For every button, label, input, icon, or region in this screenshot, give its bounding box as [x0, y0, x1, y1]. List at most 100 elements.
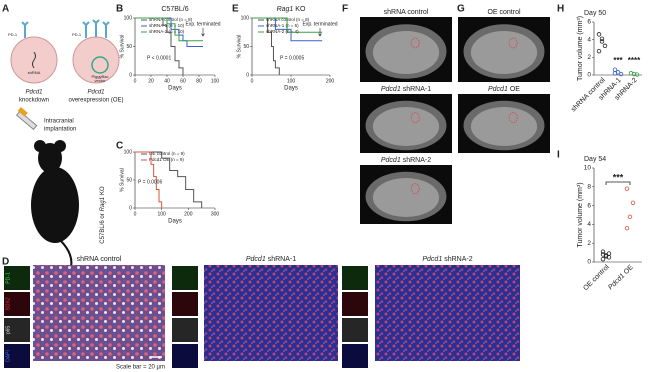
channel-image — [4, 292, 30, 316]
data-point — [600, 256, 606, 262]
y-tick-label: 2 — [587, 240, 591, 247]
receptor — [21, 21, 29, 38]
mri-title-part: Pdcd1 — [381, 157, 401, 164]
mri-tumor — [410, 37, 420, 49]
data-point — [612, 71, 618, 76]
x-axis-label: Days — [284, 86, 298, 92]
data-point — [596, 32, 602, 37]
y-axis-label: % Survival — [119, 168, 125, 192]
y-tick-label: 50 — [126, 44, 132, 50]
significance: **** — [628, 56, 641, 65]
chart-title-part: KO — [295, 6, 306, 13]
merged-image — [375, 265, 520, 361]
chart-title: Rag1 KO — [277, 6, 306, 13]
mri-brain — [372, 107, 440, 146]
legend-label: shRNA control (n = 8) — [266, 17, 310, 22]
legend-label: OE control (n = 9) — [149, 151, 185, 156]
annotation: P < 0.0001 — [147, 55, 171, 61]
chart-title: Day 50 — [584, 10, 606, 17]
shrna-icon — [32, 51, 36, 69]
x-tick-label: 0 — [134, 211, 137, 217]
syringe — [15, 110, 38, 131]
data-point — [630, 200, 636, 205]
syringe-fill — [17, 107, 28, 117]
panel-label: F — [342, 4, 348, 15]
mri-title: Pdcd1 shRNA-2 — [381, 157, 431, 164]
data-point — [602, 43, 608, 49]
panel-label: E — [232, 4, 239, 15]
strain-text: KO — [100, 186, 106, 195]
mri-brain — [470, 31, 538, 74]
data-point — [599, 36, 605, 41]
survival-curve — [135, 151, 163, 208]
y-tick-label: 0 — [129, 205, 132, 211]
panel-label: A — [2, 4, 9, 15]
image-title-part: Pdcd1 — [422, 256, 442, 263]
image-title-part: shRNA-2 — [444, 256, 473, 263]
significance: *** — [613, 56, 623, 65]
mri-title-part: OE — [510, 86, 520, 93]
implantation-label: Intracranial — [44, 119, 74, 125]
y-tick-label: 2 — [587, 54, 591, 61]
data-point — [600, 252, 606, 257]
data-point — [606, 255, 612, 260]
shrna-label: shRNA — [28, 70, 41, 75]
chart-title: Day 54 — [584, 156, 606, 163]
data-point — [596, 48, 602, 54]
channel-image — [342, 344, 368, 368]
y-tick-label: 6 — [587, 202, 591, 209]
survival-curve — [252, 17, 280, 75]
channel-image — [172, 318, 198, 342]
image-title-part: Pdcd1 — [246, 256, 266, 263]
y-tick-label: 0 — [129, 72, 132, 78]
data-point — [624, 186, 630, 191]
y-tick-label: 0 — [246, 72, 249, 78]
legend-label: shRNA-2 (n = 10) — [149, 29, 185, 34]
survival-curve — [135, 151, 203, 208]
mri-title-part: shRNA-2 — [403, 157, 432, 164]
x-axis-label: Days — [168, 219, 182, 225]
legend-label: shRNA-1 (n = 5) — [266, 23, 299, 28]
mri-title-part: Pdcd1 — [488, 86, 508, 93]
x-tick-label: 100 — [211, 78, 220, 84]
data-point — [600, 249, 606, 254]
mri-title-part: Pdcd1 — [381, 86, 401, 93]
caption-gene: Pdcd1 — [87, 90, 104, 96]
caption: overexpression (OE) — [68, 98, 123, 104]
channel-image — [172, 266, 198, 290]
y-tick-label: 100 — [124, 15, 133, 21]
channel-image — [4, 318, 30, 342]
vector-label: PiggyBac — [92, 74, 109, 79]
arrow — [318, 28, 322, 37]
x-tick-label: 0 — [134, 78, 137, 84]
significance: *** — [613, 172, 624, 182]
mri-tumor — [410, 183, 420, 195]
mri-brain — [372, 31, 440, 74]
receptor-label: PD-1 — [8, 32, 18, 37]
y-tick-label: 6 — [587, 19, 591, 26]
panel-label: G — [457, 4, 465, 15]
y-tick-label: 50 — [243, 44, 249, 50]
y-tick-label: 8 — [587, 184, 591, 191]
y-tick-label: 10 — [584, 165, 592, 172]
vector-label: vector — [95, 78, 107, 83]
channel-image — [4, 344, 30, 368]
y-axis-label: % Survival — [119, 35, 125, 59]
receptor-label: PD-1 — [72, 32, 82, 37]
y-tick-label: 4 — [587, 36, 591, 43]
channel-image — [342, 266, 368, 290]
data-point — [618, 71, 624, 77]
data-point — [599, 39, 605, 44]
y-axis-label: Tumor volume (mm³) — [577, 182, 584, 247]
x-tick-label: 200 — [184, 211, 193, 217]
mri-brain — [372, 178, 440, 217]
legend-label: Pdcd1 OE (n = 9) — [149, 157, 184, 162]
x-tick-label: 200 — [326, 78, 335, 84]
legend-label: shRNA-2 (n = 4) — [266, 29, 299, 34]
image-title: Pdcd1 shRNA-2 — [422, 256, 472, 263]
merged-image — [204, 265, 338, 361]
data-point — [624, 225, 630, 231]
implantation-label: implantation — [44, 127, 76, 133]
y-axis-label: Tumor volume (mm³) — [577, 16, 584, 81]
